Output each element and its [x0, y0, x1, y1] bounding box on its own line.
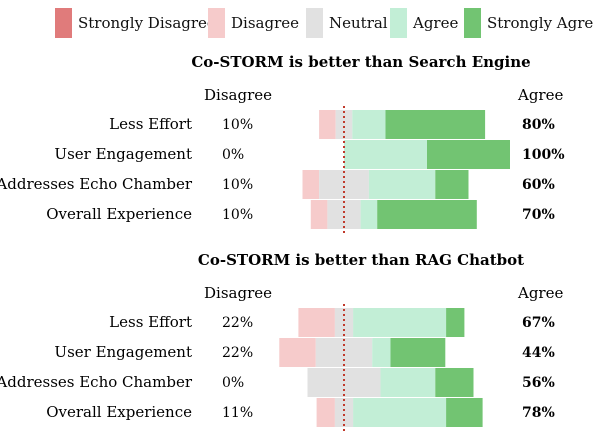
bar-agree [368, 170, 436, 199]
disagree-percent: 22% [222, 315, 253, 331]
bar-agree [353, 308, 447, 337]
agree-header: Agree [517, 284, 563, 302]
legend-swatch-strongly-disagree [55, 8, 72, 38]
bar-neutral [334, 308, 354, 337]
bar-strongly-agree [427, 140, 510, 169]
agree-percent: 44% [522, 345, 555, 361]
bar-strongly-agree [435, 170, 469, 199]
bar-disagree [319, 110, 336, 139]
agree-percent: 80% [522, 117, 555, 133]
bar-agree [353, 398, 447, 427]
category-label: User Engagement [54, 145, 192, 163]
legend-label-agree: Agree [413, 14, 459, 32]
bar-agree [360, 200, 378, 229]
bar-strongly-agree [446, 308, 465, 337]
bar-neutral [334, 398, 354, 427]
agree-percent: 100% [522, 147, 565, 163]
category-label: Addresses Echo Chamber [0, 175, 193, 193]
agree-percent: 56% [522, 375, 555, 391]
category-label: Overall Experience [46, 403, 192, 421]
bar-neutral [319, 170, 369, 199]
bar-strongly-agree [435, 368, 474, 397]
disagree-header: Disagree [204, 284, 272, 302]
disagree-percent: 10% [222, 177, 253, 193]
agree-percent: 67% [522, 315, 555, 331]
chart-title: Co-STORM is better than RAG Chatbot [198, 251, 524, 269]
agree-header: Agree [517, 86, 563, 104]
bar-agree [344, 140, 427, 169]
disagree-percent: 22% [222, 345, 253, 361]
bar-strongly-agree [385, 110, 486, 139]
legend-label-neutral: Neutral [329, 14, 388, 32]
legend-label-disagree: Disagree [231, 14, 299, 32]
disagree-percent: 0% [222, 147, 244, 163]
agree-percent: 60% [522, 177, 555, 193]
bar-disagree [279, 338, 316, 367]
disagree-percent: 10% [222, 117, 253, 133]
disagree-percent: 0% [222, 375, 244, 391]
agree-percent: 70% [522, 207, 555, 223]
legend-swatch-neutral [306, 8, 323, 38]
bar-agree [380, 368, 436, 397]
bar-neutral [335, 110, 353, 139]
bar-neutral [307, 368, 381, 397]
category-label: Overall Experience [46, 205, 192, 223]
bar-strongly-agree [446, 398, 483, 427]
bar-strongly-agree [390, 338, 446, 367]
category-label: Addresses Echo Chamber [0, 373, 193, 391]
bar-disagree [302, 170, 320, 199]
disagree-header: Disagree [204, 86, 272, 104]
legend: Strongly Disagree Disagree Neutral Agree… [0, 0, 594, 46]
bar-disagree [298, 308, 335, 337]
legend-label-strongly-agree: Strongly Agree [487, 14, 594, 32]
bar-neutral [315, 338, 373, 367]
legend-swatch-agree [390, 8, 407, 38]
legend-swatch-disagree [208, 8, 225, 38]
bar-agree [352, 110, 386, 139]
legend-swatch-strongly-agree [464, 8, 481, 38]
bar-neutral [327, 200, 361, 229]
bar-disagree [310, 200, 328, 229]
category-label: Less Effort [109, 115, 192, 133]
disagree-percent: 10% [222, 207, 253, 223]
bar-disagree [316, 398, 335, 427]
category-label: Less Effort [109, 313, 192, 331]
chart-title: Co-STORM is better than Search Engine [191, 53, 530, 71]
bar-strongly-agree [377, 200, 477, 229]
agree-percent: 78% [522, 405, 555, 421]
category-label: User Engagement [54, 343, 192, 361]
disagree-percent: 11% [222, 405, 253, 421]
legend-label-strongly-disagree: Strongly Disagree [78, 14, 216, 32]
bar-agree [372, 338, 391, 367]
